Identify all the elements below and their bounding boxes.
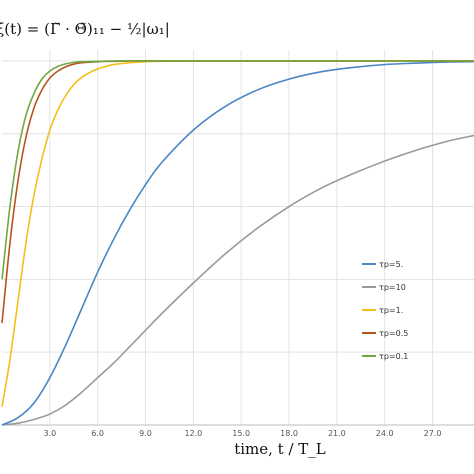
legend-label: τp=0.5 bbox=[379, 329, 408, 338]
plot-series bbox=[1, 60, 474, 426]
x-tick-label: 24.0 bbox=[376, 429, 394, 438]
x-axis-title: time, t / T_L bbox=[234, 440, 326, 458]
x-tick-label: 27.0 bbox=[424, 429, 442, 438]
x-tick-label: 12.0 bbox=[184, 429, 202, 438]
series-line-1 bbox=[1, 134, 474, 426]
x-tick-label: 3.0 bbox=[43, 429, 56, 438]
x-tick-label: 21.0 bbox=[328, 429, 346, 438]
x-tick-label: 18.0 bbox=[280, 429, 298, 438]
x-tick-label: 6.0 bbox=[91, 429, 104, 438]
legend-label: τp=0.1 bbox=[379, 352, 408, 361]
grid-lines bbox=[2, 50, 474, 426]
series-line-0 bbox=[1, 60, 474, 426]
x-tick-label: 9.0 bbox=[139, 429, 152, 438]
chart-formula: ξ(t) = (Γ̃ · Θ̃)₁₁ − ½|ω₁| bbox=[0, 20, 170, 38]
series-line-4 bbox=[1, 60, 474, 280]
legend-label: τp=10 bbox=[379, 283, 406, 292]
x-tick-labels: 3.0 6.0 9.0 12.0 15.0 18.0 21.0 24.0 27.0 bbox=[43, 429, 441, 438]
legend: τp=5. τp=10 τp=1. τp=0.5 τp=0.1 bbox=[362, 260, 408, 361]
legend-label: τp=5. bbox=[379, 260, 403, 269]
x-tick-label: 15.0 bbox=[232, 429, 250, 438]
legend-label: τp=1. bbox=[379, 306, 403, 315]
